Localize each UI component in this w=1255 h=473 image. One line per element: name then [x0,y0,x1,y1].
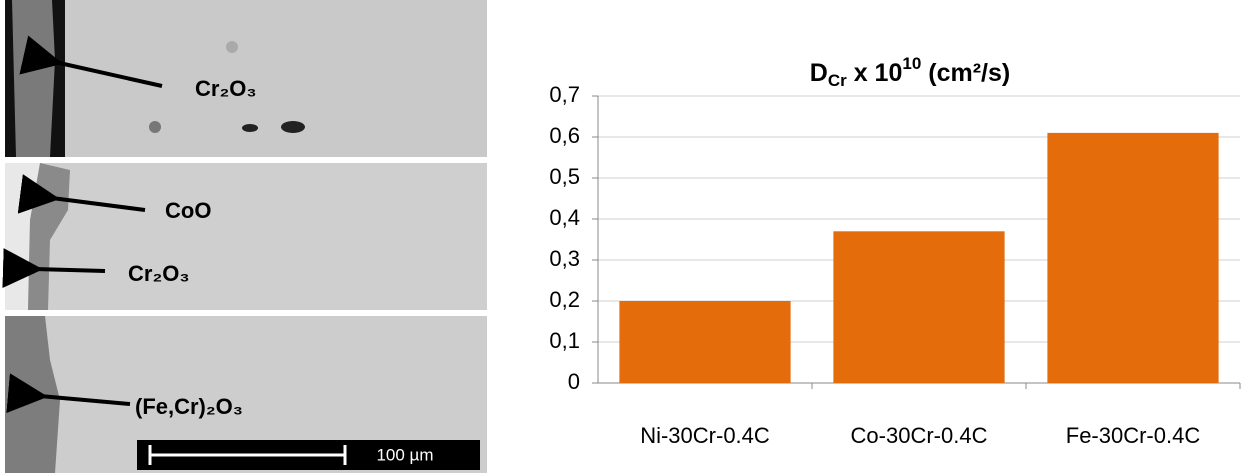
chart: 0 0,1 0,2 0,3 0,4 0,5 0,6 0,7 Ni-30Cr-0.4C Co-30C… [549,82,1241,448]
pore [281,121,305,133]
micrographs: Cr₂O₃ CoO Cr₂O₃ (Fe,Cr)₂O₃ 100 µm [2,0,487,473]
oxide-label: Cr₂O₃ [128,261,190,286]
micrograph [5,163,487,310]
bar [619,301,791,383]
oxide-label: Cr₂O₃ [195,76,257,101]
arrow [19,35,163,88]
scale-bar-label: 100 µm [376,445,433,464]
oxide-label: (Fe,Cr)₂O₃ [135,394,243,419]
bar [1047,132,1219,383]
arrow [6,373,131,414]
y-tick-label: 0,2 [549,287,580,312]
x-tick-label: Fe-30Cr-0.4C [1066,423,1201,448]
pore [226,41,238,53]
y-tick-label: 0,1 [549,328,580,353]
oxide-label: CoO [165,198,211,223]
x-tick-label: Co-30Cr-0.4C [851,423,988,448]
arrow [2,248,106,289]
y-tick-label: 0,3 [549,246,580,271]
y-tick-label: 0,6 [549,123,580,148]
y-tick-label: 0,5 [549,164,580,189]
x-tick-label: Ni-30Cr-0.4C [640,423,770,448]
y-tick-label: 0,7 [549,82,580,107]
y-tick-label: 0 [568,369,580,394]
chart-title: DCr x 1010 (cm²/s) [810,54,1010,90]
pore [149,121,161,133]
bar [833,231,1005,383]
arrow [17,174,146,214]
y-tick-label: 0,4 [549,205,580,230]
oxide-layer [12,0,55,157]
pore [242,124,258,132]
